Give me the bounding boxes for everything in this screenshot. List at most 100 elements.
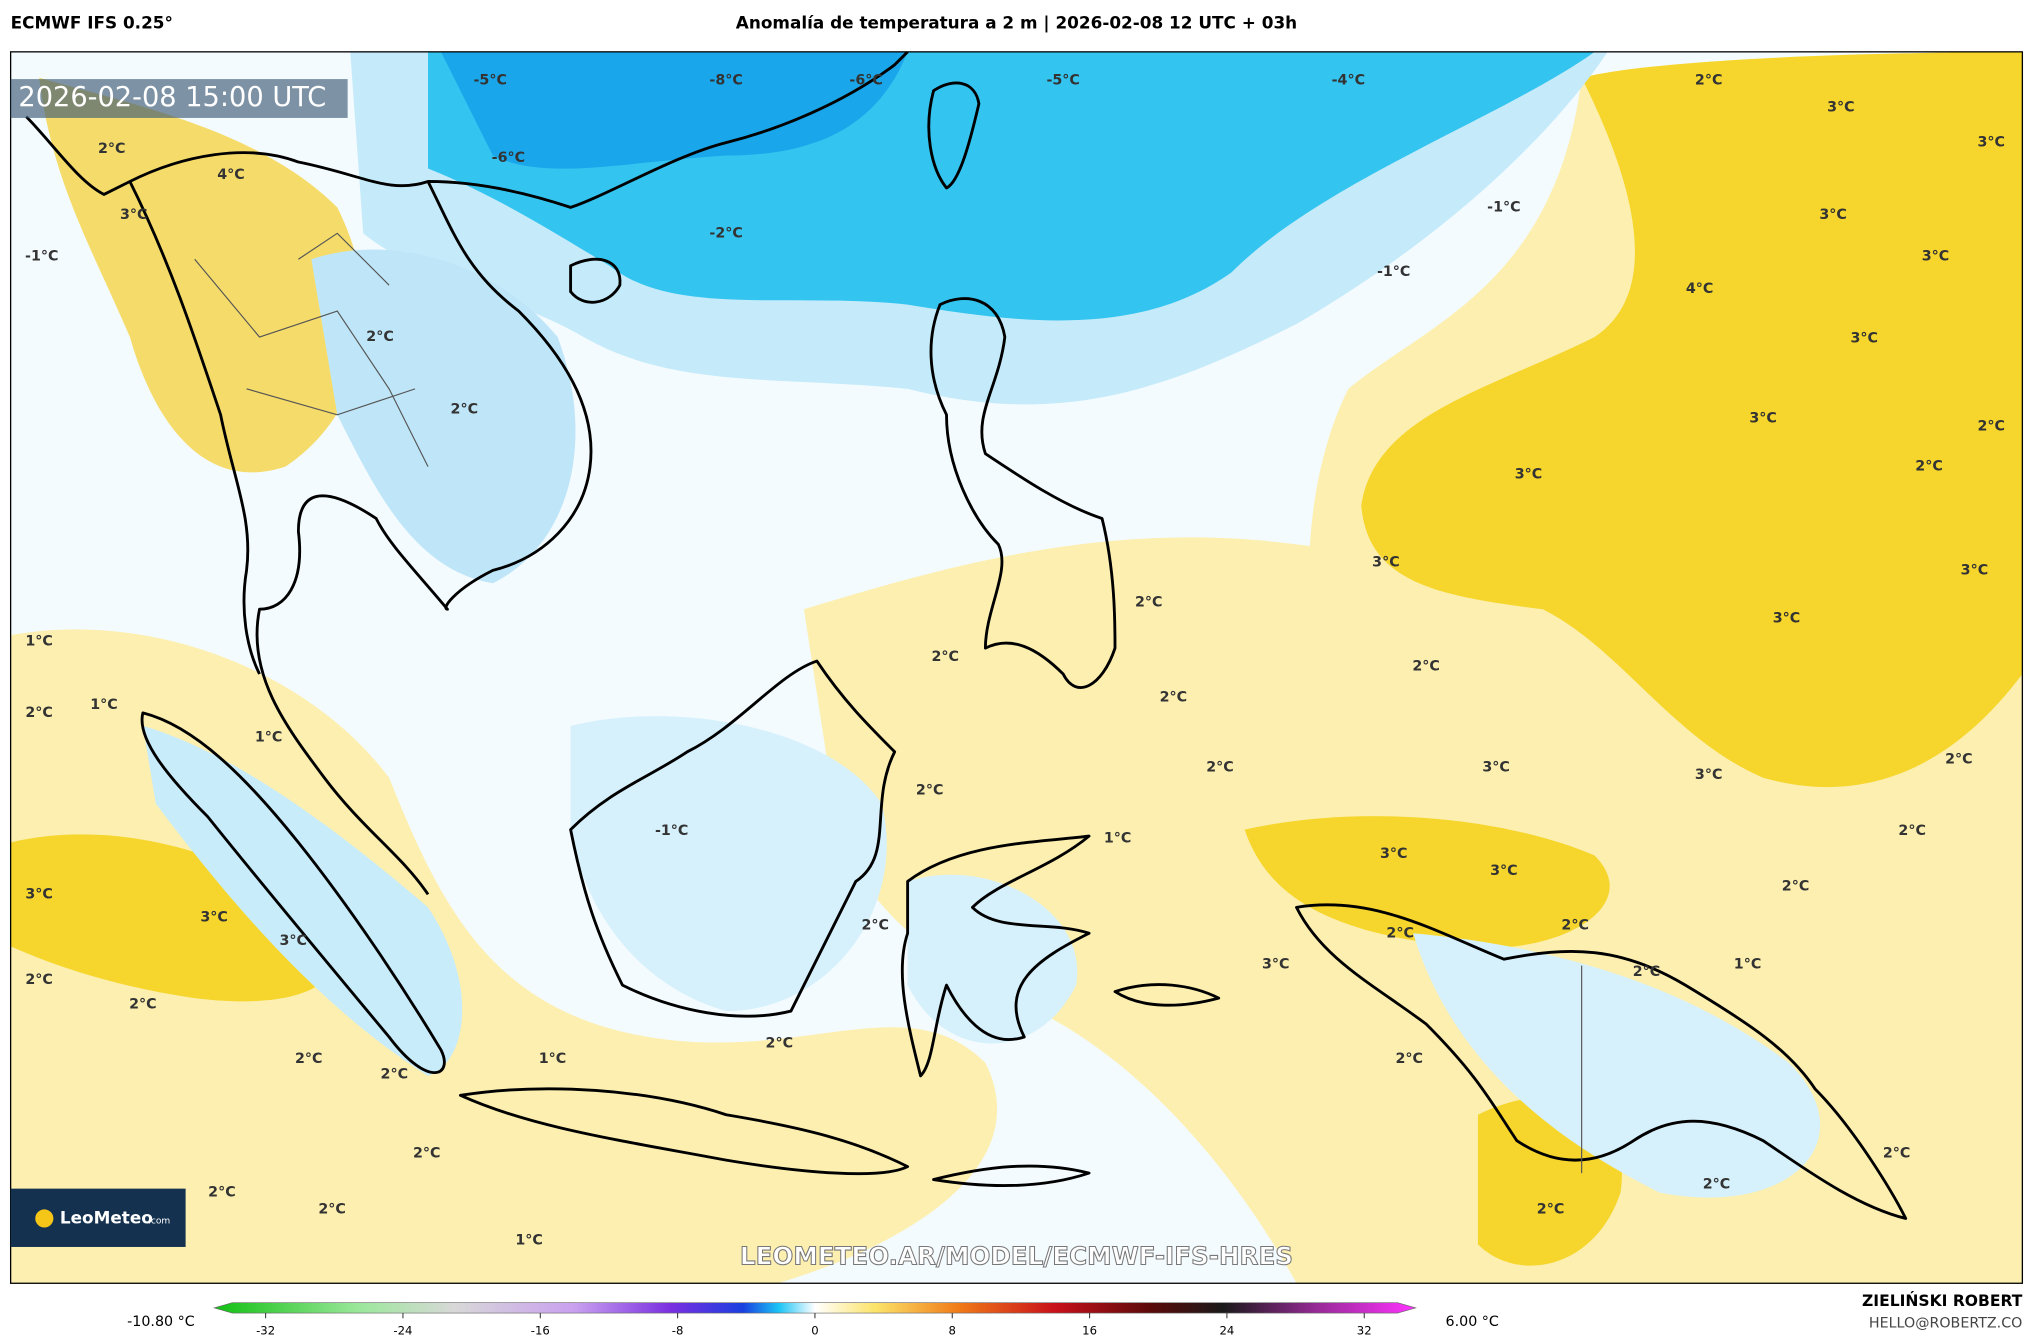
logo-sun (35, 1209, 54, 1228)
watermark: LEOMETEO.AR/MODEL/ECMWF-IFS-HRES (740, 1241, 1293, 1270)
java (458, 1087, 910, 1176)
contour-label: 1°C (1734, 956, 1762, 972)
contour-label: 2°C (1633, 964, 1661, 980)
map-title: Anomalía de temperatura a 2 m | 2026-02-… (736, 12, 1297, 32)
contour-label: 3°C (1850, 330, 1878, 346)
coastline (255, 180, 593, 896)
contour-label: 2°C (1782, 879, 1810, 895)
philippines (929, 297, 1117, 689)
contour-label: 2°C (916, 783, 944, 799)
contour-label: 3°C (200, 910, 228, 926)
contour-label: 2°C (1978, 418, 2006, 434)
contour-label: 2°C (295, 1051, 323, 1067)
contour-label: 2°C (129, 997, 157, 1013)
contour-label: 3°C (279, 933, 306, 949)
contour-label: 3°C (1922, 249, 1950, 265)
cool-area (570, 716, 887, 1012)
logo-name: LeoMeteo (60, 1207, 153, 1227)
contour-label: 3°C (1961, 562, 1989, 578)
colorbar-tick-label: 0 (811, 1324, 818, 1338)
contour-label: 4°C (1686, 281, 1714, 297)
contour-label: -8°C (709, 72, 742, 88)
contour-label: 3°C (120, 207, 148, 223)
island (1113, 983, 1221, 1007)
contour-label: -4°C (1332, 72, 1365, 88)
contour-label: 3°C (1978, 135, 2006, 151)
timestamp: 2026-02-08 15:00 UTC (18, 82, 326, 113)
timestamp-box (10, 79, 348, 118)
contour-label: 2°C (1396, 1051, 1424, 1067)
contour-label: 2°C (766, 1035, 794, 1051)
contour-label: 2°C (861, 918, 888, 934)
sumatra (140, 711, 446, 1075)
contour-label: 2°C (1695, 72, 1723, 88)
contour-label: 2°C (1703, 1177, 1731, 1193)
colorbar-tick-label: -8 (672, 1324, 684, 1338)
contour-label: 2°C (366, 329, 393, 345)
contour-label: 3°C (1262, 956, 1290, 972)
coastline (128, 180, 261, 675)
contour-label: 2°C (1386, 925, 1413, 941)
contour-label: -1°C (655, 823, 688, 839)
contour-label: 1°C (515, 1232, 543, 1248)
warm-core (1244, 816, 1610, 949)
contour-label: 1°C (255, 730, 282, 746)
contour-label: 3°C (25, 886, 53, 902)
contour-label: 2°C (318, 1201, 346, 1217)
warm-area (39, 77, 365, 473)
colorbar-tick-label: -24 (393, 1324, 412, 1338)
contour-label: 2°C (208, 1185, 235, 1201)
contour-label: 2°C (1945, 752, 1973, 768)
logo-suffix: .com (148, 1217, 170, 1227)
contour-label: -2°C (709, 225, 742, 241)
contour-label: -5°C (474, 72, 507, 88)
contour-label: 3°C (1380, 846, 1408, 862)
warm-core (1361, 51, 2023, 788)
contour-label: 3°C (1372, 555, 1400, 571)
coastline (25, 51, 909, 209)
cold-core (440, 51, 908, 169)
contour-label: 2°C (1915, 459, 1943, 475)
contour-label: 3°C (1490, 863, 1518, 879)
contour-label: 2°C (1412, 658, 1440, 674)
contour-label: 3°C (1749, 411, 1777, 427)
new-guinea (1295, 903, 1908, 1220)
contour-label: 3°C (1827, 100, 1855, 116)
colorbar-tick-label: 32 (1357, 1324, 1372, 1338)
sulawesi (900, 834, 1091, 1078)
contour-label: 3°C (1773, 610, 1801, 626)
colorbar-max: 6.00 °C (1446, 1314, 1499, 1330)
contour-label: 1°C (1104, 831, 1132, 847)
contour-label: 2°C (381, 1067, 409, 1083)
contour-label: 2°C (98, 141, 126, 157)
contour-label: 2°C (1898, 823, 1926, 839)
contour-label: -1°C (1487, 199, 1520, 215)
contour-label: 3°C (1515, 466, 1543, 482)
contour-label: -1°C (25, 249, 58, 265)
coastlines (25, 51, 1908, 1220)
contour-label: 2°C (25, 705, 53, 721)
contour-label: 2°C (1537, 1201, 1565, 1217)
cool-area (1413, 933, 1821, 1198)
author: ZIELIŃSKI ROBERT (1862, 1291, 2023, 1310)
contour-label: -6°C (492, 150, 525, 166)
contour-label: 2°C (1135, 595, 1162, 611)
contour-label: 2°C (1160, 689, 1188, 705)
contour-label: -6°C (849, 72, 882, 88)
contour-labels: -5°C -8°C -6°C -5°C -4°C 2°C 3°C 3°C -6°C 2°C 4°C -… (25, 72, 2005, 1248)
cool-area (142, 725, 463, 1076)
contour-label: 4°C (217, 167, 245, 183)
contour-label: 3°C (1482, 759, 1510, 775)
colorbar-tick-label: 24 (1219, 1324, 1234, 1338)
contour-label: 1°C (25, 634, 53, 650)
colorbar-tick-label: -32 (256, 1324, 275, 1338)
contour-label: 3°C (1695, 767, 1723, 783)
contour-label: 1°C (539, 1051, 567, 1067)
contour-label: -1°C (1377, 264, 1410, 280)
email: HELLO@ROBERTZ.CO (1869, 1315, 2022, 1331)
colorbar-tick-label: -16 (531, 1324, 550, 1338)
contour-label: 2°C (1206, 759, 1233, 775)
model-name: ECMWF IFS 0.25° (11, 12, 173, 32)
map-frame (9, 51, 2024, 1284)
hainan (569, 257, 622, 304)
